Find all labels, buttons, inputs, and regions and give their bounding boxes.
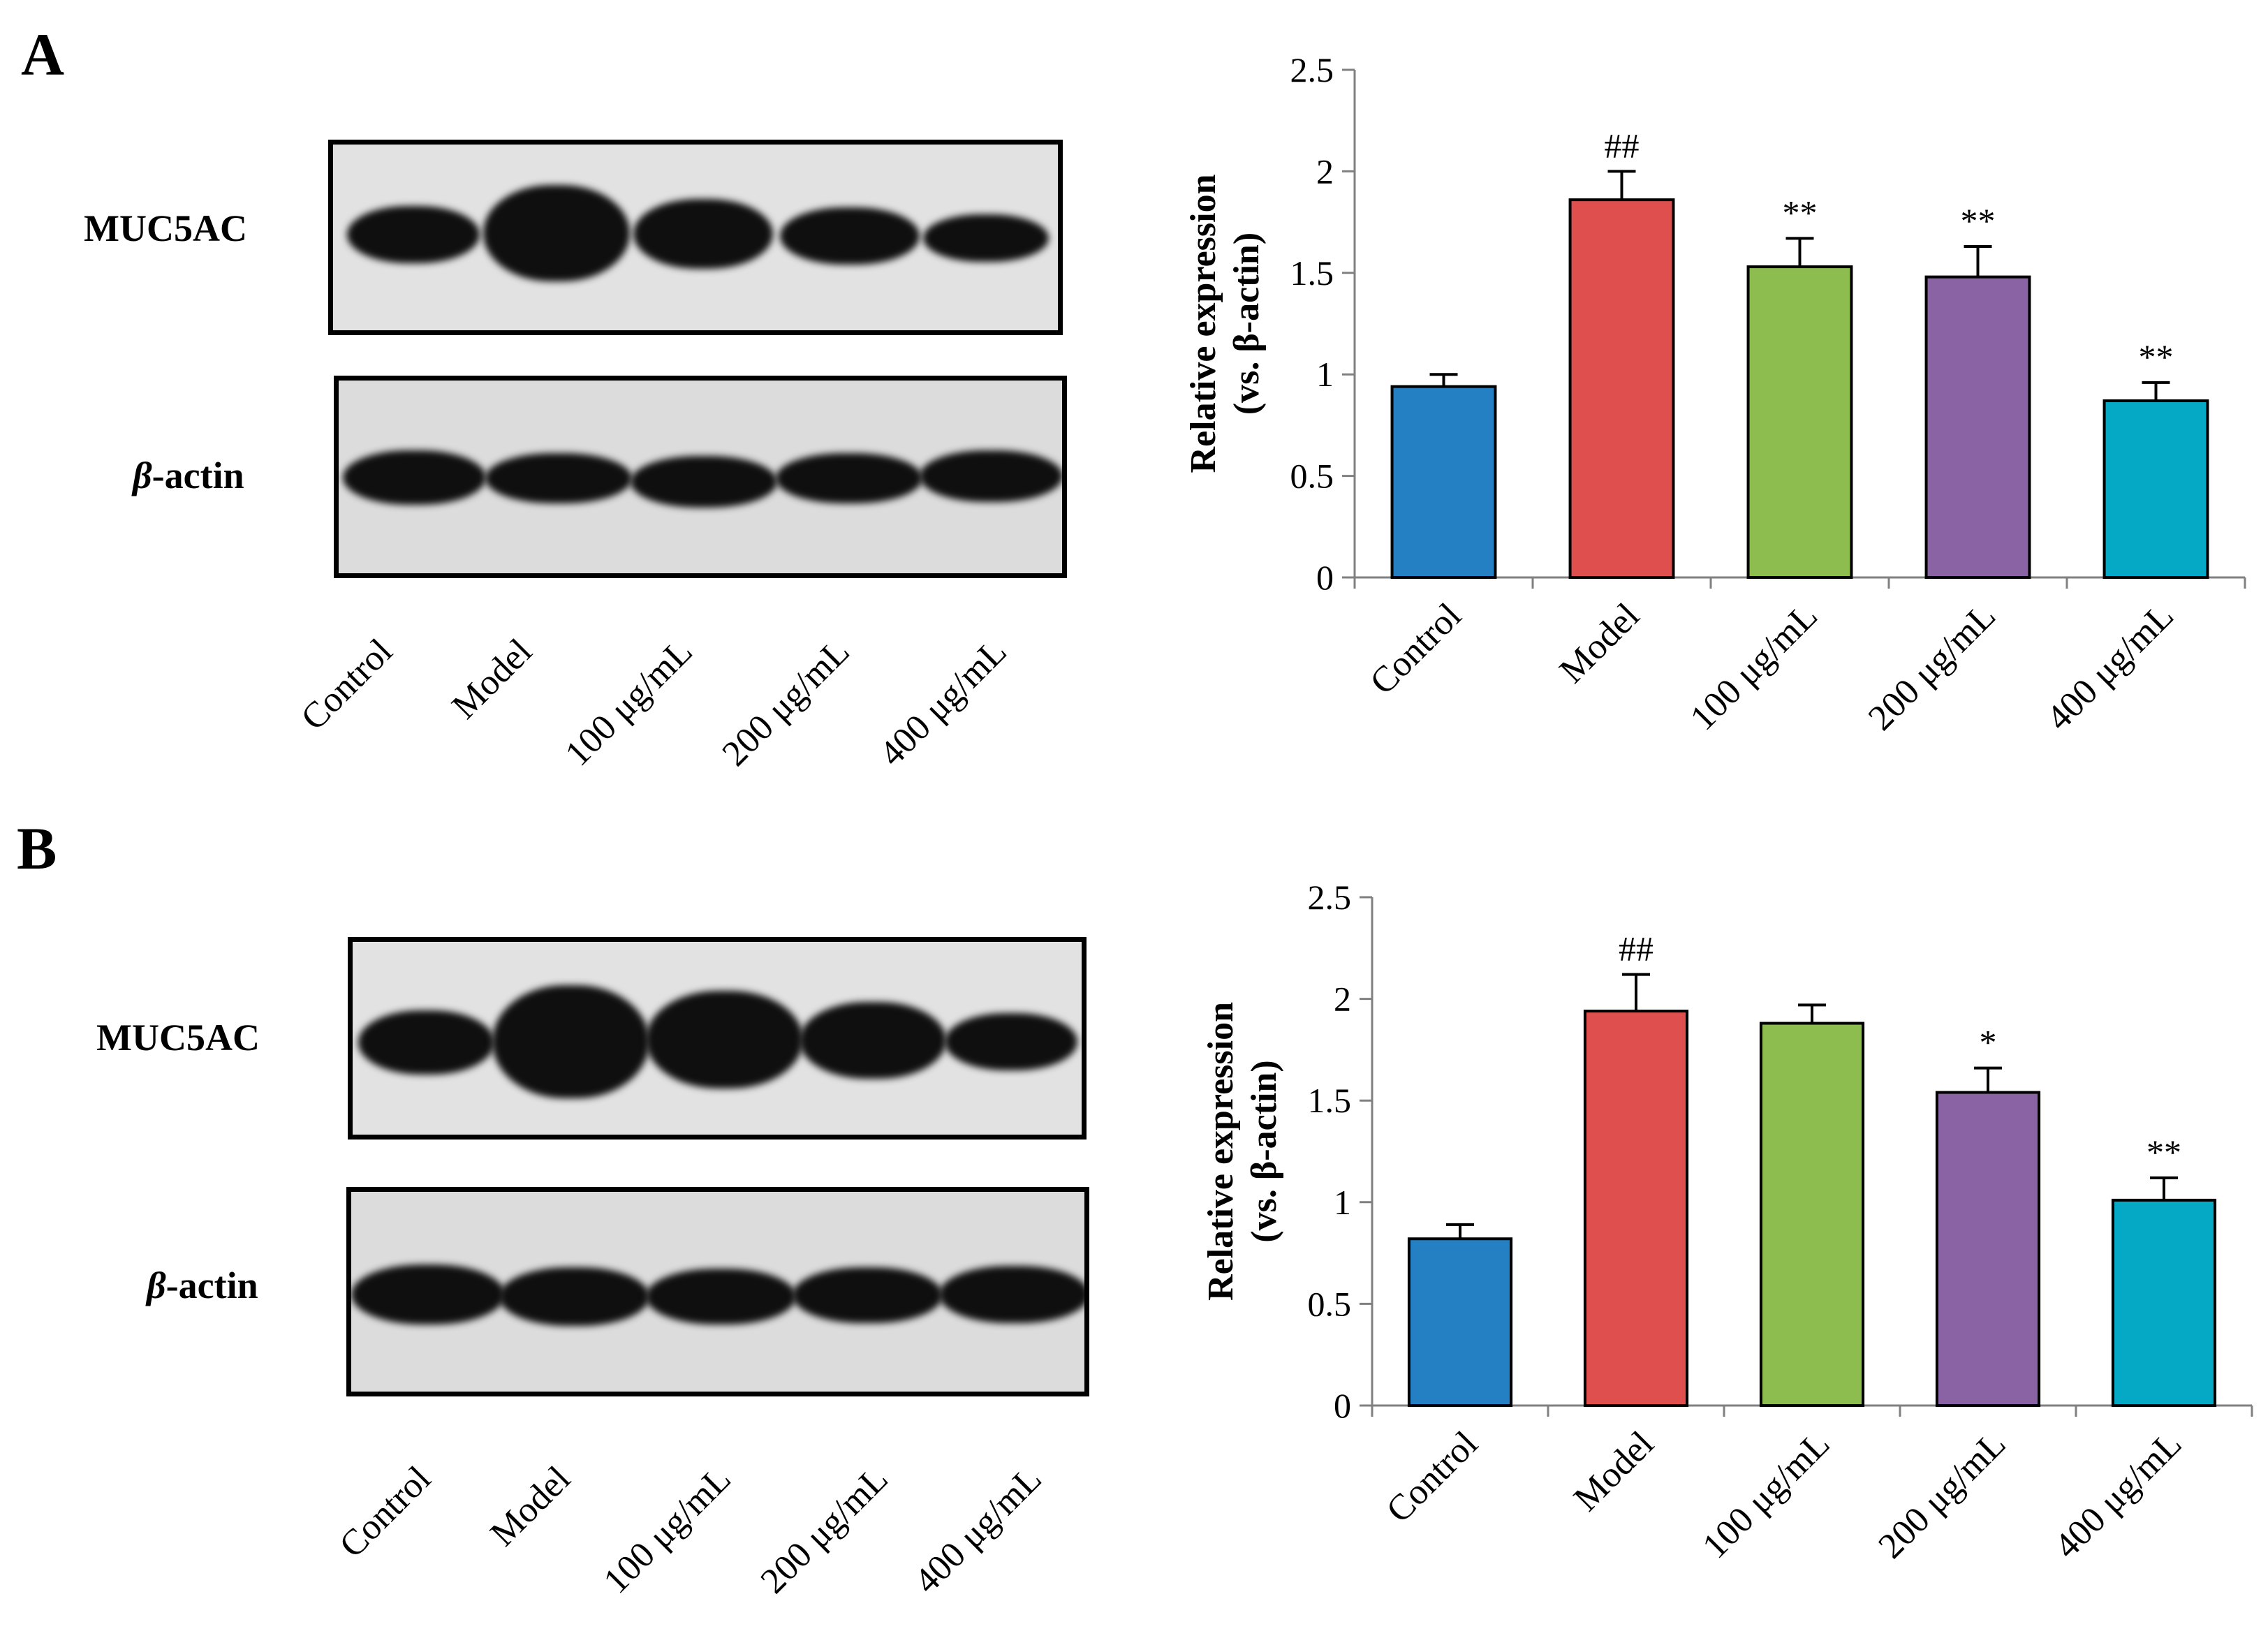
y-tick-label: 2.5 <box>1290 50 1334 89</box>
blot-band <box>945 1013 1077 1070</box>
y-axis-label: Relative expression(vs. β-actin) <box>1184 174 1267 473</box>
y-tick-label: 2 <box>1334 980 1351 1019</box>
panel-letter-b: B <box>17 815 57 882</box>
actin-beta-glyph: β <box>133 455 152 496</box>
blot-band <box>646 1269 796 1325</box>
y-tick-label: 0 <box>1334 1386 1351 1425</box>
blot-band <box>347 206 480 263</box>
y-tick-label: 1.5 <box>1290 253 1334 293</box>
actin-suffix: -actin <box>152 455 244 496</box>
x-tick-label: Model <box>1566 1424 1661 1519</box>
y-axis-label: Relative expression(vs. β-actin) <box>1201 1002 1284 1301</box>
blot-band <box>633 199 773 269</box>
y-axis-label-line2: (vs. β-actin) <box>1227 233 1267 415</box>
x-tick-label: 100 μg/mL <box>1695 1424 1837 1566</box>
y-tick-label: 0.5 <box>1308 1284 1352 1323</box>
bar <box>1935 1091 2041 1407</box>
western-blot-actin-b <box>346 1187 1089 1396</box>
significance-annotation: ## <box>1619 929 1654 968</box>
x-tick-label: 200 μg/mL <box>1871 1424 2013 1566</box>
bar <box>1390 385 1497 579</box>
blot-band <box>499 1267 649 1326</box>
muc5ac-row-label-a: MUC5AC <box>84 207 247 249</box>
y-tick-label: 2.5 <box>1308 878 1352 917</box>
y-tick-label: 2 <box>1316 152 1334 191</box>
bar <box>1407 1237 1513 1407</box>
western-blot-muc5ac-b <box>348 937 1087 1140</box>
bar <box>1759 1022 1865 1407</box>
blot-band <box>800 1002 946 1079</box>
blot-band <box>793 1267 943 1323</box>
significance-annotation: ** <box>1961 201 1996 240</box>
blot-band <box>776 453 922 503</box>
actin-beta-glyph: β <box>147 1264 166 1306</box>
bar-chart-a: 0 0.5 1 1.5 2 2.5 Relative expression(vs. β-ac… <box>1184 50 2246 738</box>
blot-band <box>492 985 649 1098</box>
blot-band <box>483 185 630 281</box>
bar <box>1583 1010 1689 1407</box>
y-tick-label: 0 <box>1316 558 1334 597</box>
blot-band <box>646 991 803 1089</box>
x-tick-label: 400 μg/mL <box>2047 1424 2189 1566</box>
bar <box>1924 275 2031 579</box>
blot-band <box>923 214 1049 262</box>
y-tick-label: 1 <box>1334 1183 1351 1222</box>
actin-row-label-b: β-actin <box>147 1264 258 1307</box>
panel-letter-a: A <box>21 21 65 88</box>
x-tick-label: Control <box>1379 1424 1486 1531</box>
western-blot-muc5ac-a <box>328 140 1063 335</box>
blot-band <box>939 1266 1084 1323</box>
actin-suffix: -actin <box>165 1264 258 1306</box>
y-axis-label-line1: Relative expression <box>1201 1002 1241 1301</box>
blot-band <box>343 450 486 505</box>
western-blot-actin-a <box>334 376 1067 578</box>
significance-annotation: ** <box>1783 193 1818 232</box>
y-tick-label: 0.5 <box>1290 457 1334 496</box>
significance-annotation: ** <box>2139 337 2174 376</box>
significance-annotation: ## <box>1605 126 1640 165</box>
blot-band <box>920 450 1062 502</box>
y-tick-label: 1 <box>1316 355 1334 394</box>
y-tick-label: 1.5 <box>1308 1081 1352 1120</box>
blot-band <box>631 456 777 508</box>
significance-annotation: ** <box>2146 1133 2181 1172</box>
bar <box>2111 1198 2217 1407</box>
bar <box>1746 265 1853 579</box>
y-axis-label-line2: (vs. β-actin) <box>1244 1060 1284 1242</box>
actin-row-label-a: β-actin <box>133 454 244 497</box>
blot-band <box>780 207 920 265</box>
muc5ac-row-label-b: MUC5AC <box>96 1017 260 1059</box>
y-axis-label-line1: Relative expression <box>1184 174 1223 473</box>
bar <box>1568 198 1675 579</box>
blot-band <box>351 1264 505 1325</box>
significance-annotation: * <box>1980 1023 1997 1062</box>
blot-band <box>358 1010 494 1075</box>
blot-band <box>485 453 632 503</box>
bar <box>2102 399 2209 580</box>
